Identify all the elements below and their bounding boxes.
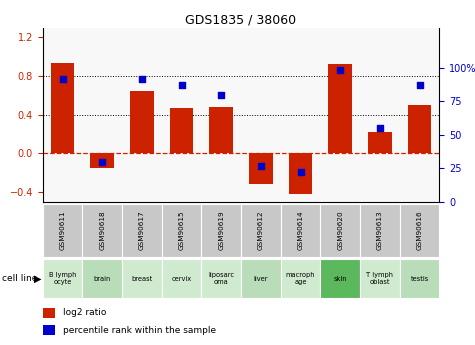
Bar: [122, 259, 162, 298]
Bar: [328, 65, 352, 154]
Text: GSM90617: GSM90617: [139, 210, 145, 250]
Bar: [201, 259, 241, 298]
Bar: [43, 308, 56, 318]
Bar: [162, 204, 201, 257]
Bar: [289, 154, 313, 194]
Text: liver: liver: [254, 276, 268, 282]
Text: macroph
age: macroph age: [286, 272, 315, 285]
Text: GSM90612: GSM90612: [258, 210, 264, 250]
Text: breast: breast: [131, 276, 152, 282]
Bar: [368, 132, 392, 154]
Text: liposarc
oma: liposarc oma: [208, 272, 234, 285]
Text: cervix: cervix: [171, 276, 191, 282]
Bar: [83, 259, 122, 298]
Text: GSM90618: GSM90618: [99, 210, 105, 250]
Bar: [360, 204, 399, 257]
Bar: [399, 259, 439, 298]
Bar: [51, 63, 75, 154]
Bar: [281, 204, 320, 257]
Text: percentile rank within the sample: percentile rank within the sample: [63, 326, 216, 335]
Point: [416, 82, 423, 88]
Bar: [83, 204, 122, 257]
Text: testis: testis: [410, 276, 428, 282]
Text: skin: skin: [333, 276, 347, 282]
Bar: [43, 325, 56, 335]
Point: [376, 125, 384, 131]
Text: B lymph
ocyte: B lymph ocyte: [49, 272, 76, 285]
Point: [59, 76, 66, 81]
Text: GSM90619: GSM90619: [218, 210, 224, 250]
Text: GSM90620: GSM90620: [337, 210, 343, 250]
Bar: [170, 108, 193, 154]
Bar: [249, 154, 273, 184]
Bar: [241, 259, 281, 298]
Bar: [320, 259, 360, 298]
Bar: [201, 204, 241, 257]
Bar: [320, 204, 360, 257]
Bar: [281, 259, 320, 298]
Text: ▶: ▶: [34, 274, 42, 284]
Point: [297, 170, 304, 175]
Bar: [408, 105, 431, 154]
Title: GDS1835 / 38060: GDS1835 / 38060: [186, 13, 296, 27]
Text: GSM90611: GSM90611: [59, 210, 66, 250]
Bar: [90, 154, 114, 168]
Text: brain: brain: [94, 276, 111, 282]
Point: [257, 163, 265, 168]
Bar: [43, 259, 83, 298]
Point: [336, 68, 344, 73]
Point: [218, 92, 225, 97]
Text: GSM90616: GSM90616: [417, 210, 423, 250]
Text: log2 ratio: log2 ratio: [63, 308, 106, 317]
Text: GSM90613: GSM90613: [377, 210, 383, 250]
Bar: [209, 107, 233, 154]
Bar: [122, 204, 162, 257]
Bar: [241, 204, 281, 257]
Bar: [399, 204, 439, 257]
Bar: [43, 204, 83, 257]
Bar: [360, 259, 399, 298]
Text: GSM90615: GSM90615: [179, 210, 185, 250]
Text: cell line: cell line: [2, 274, 38, 283]
Bar: [130, 90, 154, 154]
Text: T lymph
oblast: T lymph oblast: [366, 272, 393, 285]
Point: [98, 159, 106, 164]
Bar: [162, 259, 201, 298]
Point: [138, 76, 146, 81]
Text: GSM90614: GSM90614: [297, 210, 304, 250]
Point: [178, 82, 185, 88]
